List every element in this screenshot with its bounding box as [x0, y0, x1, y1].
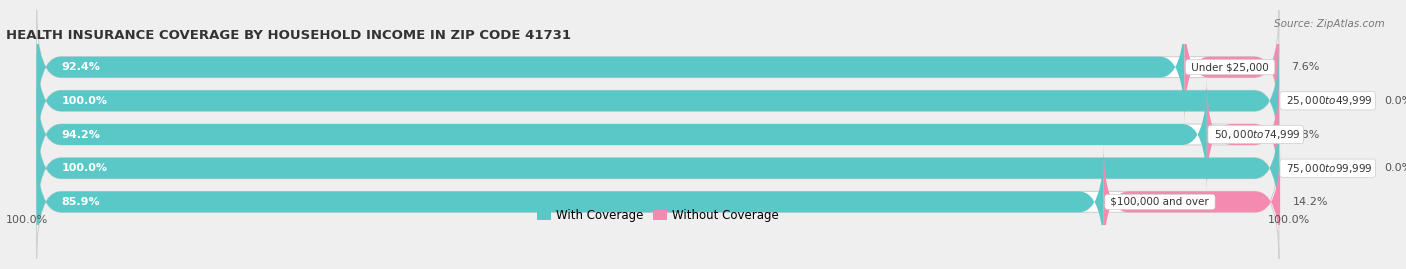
- Text: 85.9%: 85.9%: [62, 197, 100, 207]
- FancyBboxPatch shape: [37, 44, 1279, 158]
- FancyBboxPatch shape: [37, 111, 1279, 225]
- Text: 100.0%: 100.0%: [1268, 215, 1310, 225]
- FancyBboxPatch shape: [37, 77, 1206, 192]
- Text: 0.0%: 0.0%: [1385, 96, 1406, 106]
- FancyBboxPatch shape: [1206, 77, 1279, 192]
- FancyBboxPatch shape: [37, 10, 1184, 124]
- Text: Source: ZipAtlas.com: Source: ZipAtlas.com: [1274, 19, 1385, 29]
- FancyBboxPatch shape: [37, 111, 1279, 225]
- FancyBboxPatch shape: [1104, 145, 1279, 259]
- Text: $100,000 and over: $100,000 and over: [1108, 197, 1212, 207]
- Text: $50,000 to $74,999: $50,000 to $74,999: [1211, 128, 1301, 141]
- Text: $75,000 to $99,999: $75,000 to $99,999: [1282, 162, 1372, 175]
- Text: 94.2%: 94.2%: [62, 129, 100, 140]
- Text: 100.0%: 100.0%: [62, 96, 107, 106]
- FancyBboxPatch shape: [37, 145, 1279, 259]
- Text: 92.4%: 92.4%: [62, 62, 100, 72]
- Text: $25,000 to $49,999: $25,000 to $49,999: [1282, 94, 1372, 107]
- FancyBboxPatch shape: [37, 77, 1279, 192]
- Text: 5.8%: 5.8%: [1291, 129, 1320, 140]
- Text: 7.6%: 7.6%: [1291, 62, 1320, 72]
- FancyBboxPatch shape: [37, 10, 1279, 124]
- Text: 100.0%: 100.0%: [6, 215, 48, 225]
- FancyBboxPatch shape: [1184, 10, 1279, 124]
- Text: 0.0%: 0.0%: [1385, 163, 1406, 173]
- Text: HEALTH INSURANCE COVERAGE BY HOUSEHOLD INCOME IN ZIP CODE 41731: HEALTH INSURANCE COVERAGE BY HOUSEHOLD I…: [6, 29, 571, 42]
- FancyBboxPatch shape: [37, 44, 1279, 158]
- FancyBboxPatch shape: [37, 145, 1104, 259]
- Text: 100.0%: 100.0%: [62, 163, 107, 173]
- Text: Under $25,000: Under $25,000: [1188, 62, 1272, 72]
- Text: 14.2%: 14.2%: [1292, 197, 1329, 207]
- Legend: With Coverage, Without Coverage: With Coverage, Without Coverage: [533, 204, 783, 227]
